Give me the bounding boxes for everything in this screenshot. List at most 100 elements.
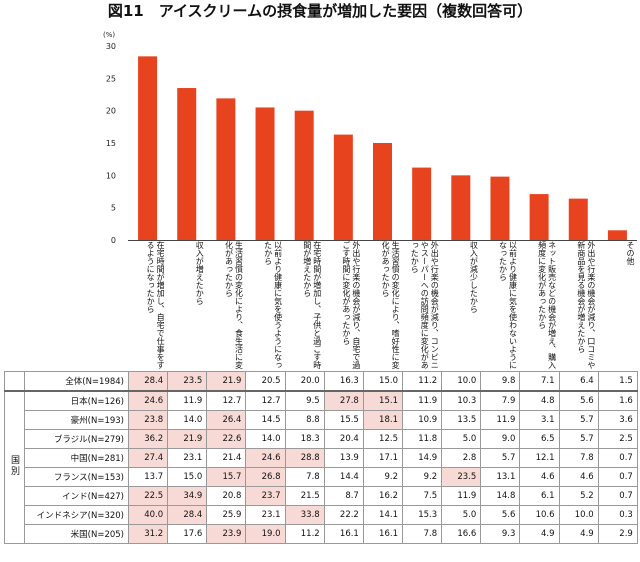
table-cell: 7.8: [284, 467, 325, 487]
table-cell: 7.8: [401, 524, 443, 544]
table-cell: 3.6: [597, 410, 638, 430]
table-cell: 9.2: [401, 467, 443, 487]
bar: [177, 88, 197, 241]
table-cell: 4.9: [519, 524, 560, 544]
table-cell: 28.4: [167, 505, 208, 525]
bar: [373, 143, 392, 240]
table-cell: 16.1: [323, 524, 364, 544]
data-table: 全体(N=1984) 28.4 23.5 21.9 20.5 20.0 16.3 15.0 11…: [4, 371, 638, 544]
group-label-cell: 国別: [4, 390, 25, 544]
category-label: ネット販売などの機会が増え、購入頻度に変化があったから: [537, 241, 557, 369]
table-cell: 26.4: [206, 410, 247, 430]
table-cell: 5.0: [441, 505, 482, 525]
table-cell: 9.2: [362, 467, 403, 487]
y-tick-label: 20: [106, 107, 116, 116]
table-cell: 15.1: [362, 390, 403, 411]
table-cell: 20.0: [284, 371, 325, 392]
table-cell: 16.6: [441, 524, 482, 544]
y-tick-label: 0: [111, 236, 116, 245]
table-cell: 0.3: [597, 505, 638, 525]
bar: [607, 230, 627, 240]
table-row: フランス(N=153) 13.7 15.0 15.7 26.8 7.8 14.4 9.2 9.2…: [5, 467, 638, 487]
table-cell: 15.7: [206, 467, 247, 487]
table-cell: 18.3: [284, 429, 325, 449]
table-cell: 20.5: [245, 371, 286, 392]
table-cell: 3.1: [519, 410, 560, 430]
table-cell: 34.9: [167, 486, 208, 506]
table-cell: 11.2: [284, 524, 325, 544]
table-cell: 5.7: [480, 448, 521, 468]
table-cell: 17.1: [362, 448, 403, 468]
table-cell: 7.5: [401, 486, 443, 506]
table-cell: 28.8: [284, 448, 325, 468]
table-cell: 13.7: [127, 467, 169, 487]
y-axis-unit: (%): [103, 31, 115, 39]
row-label: 日本(N=126): [24, 390, 129, 411]
row-label: 豪州(N=193): [24, 410, 129, 430]
y-tick-label: 15: [106, 139, 116, 148]
table-cell: 14.4: [323, 467, 364, 487]
table-cell: 31.2: [127, 524, 169, 544]
table-cell: 11.9: [401, 390, 443, 411]
category-label: その他: [625, 241, 635, 265]
table-cell: 14.0: [167, 410, 208, 430]
bar: [255, 107, 275, 240]
table-cell: 7.8: [558, 448, 599, 468]
table-cell: 2.9: [597, 524, 638, 544]
y-tick-label: 25: [106, 74, 116, 83]
table-cell: 11.9: [167, 390, 208, 411]
category-label: 収入が減少したから: [469, 241, 479, 313]
table-cell: 7.1: [519, 371, 560, 392]
table-cell: 12.5: [362, 429, 403, 449]
row-label: 全体(N=1984): [24, 371, 129, 392]
table-cell: 13.1: [480, 467, 521, 487]
bar: [529, 194, 549, 240]
table-cell: 10.0: [441, 371, 482, 392]
table-cell: 13.9: [323, 448, 364, 468]
row-label: インドネシア(N=320): [24, 505, 129, 525]
table-cell: 18.1: [362, 410, 403, 430]
table-cell: 20.4: [323, 429, 364, 449]
table-cell: 4.8: [519, 390, 560, 411]
row-label: フランス(N=153): [24, 467, 129, 487]
table-cell: 23.7: [245, 486, 286, 506]
table-cell: 12.7: [206, 390, 247, 411]
table-cell: 33.8: [284, 505, 325, 525]
bar-series: [138, 56, 627, 241]
table-cell: 10.9: [401, 410, 443, 430]
table-cell: 15.0: [362, 371, 403, 392]
table-cell: 4.6: [558, 467, 599, 487]
table-cell: 9.3: [480, 524, 521, 544]
table-cell: 5.0: [441, 429, 482, 449]
table-cell: 7.9: [480, 390, 521, 411]
bar: [412, 167, 432, 240]
table-cell: 23.8: [127, 410, 169, 430]
table-cell: 28.4: [127, 371, 169, 392]
table-cell: 21.5: [284, 486, 325, 506]
table-cell: 11.9: [441, 486, 482, 506]
bar: [490, 176, 510, 240]
table-cell: 24.6: [245, 448, 286, 468]
category-label: 以前より健康に気を使うようになったから: [263, 241, 283, 369]
table-cell: 27.4: [127, 448, 169, 468]
category-label: 生活習慣の変化により、嗜好性に変化があったから: [381, 241, 401, 369]
y-axis: (%) 0 5 10 15 20 25 30: [103, 31, 637, 245]
table-cell: 22.5: [127, 486, 169, 506]
table-cell: 14.9: [401, 448, 443, 468]
table-row: 米国(N=205) 31.2 17.6 23.9 19.0 11.2 16.1 16.1 7.8…: [5, 524, 638, 544]
table-cell: 23.5: [167, 371, 208, 392]
table-cell: 10.3: [441, 390, 482, 411]
table-cell: 5.6: [558, 390, 599, 411]
table-cell: 12.1: [519, 448, 560, 468]
table-cell: 20.8: [206, 486, 247, 506]
table-cell: 40.0: [127, 505, 169, 525]
y-tick-label: 10: [106, 171, 116, 180]
table-cell: 21.4: [206, 448, 247, 468]
table-cell: 14.5: [245, 410, 286, 430]
table-row: 国別 日本(N=126) 24.6 11.9 12.7 12.7 9.5 27.8 15.1 11…: [4, 390, 638, 544]
table-cell: 21.9: [167, 429, 208, 449]
category-label: 在宅時間が増加し、自宅で仕事をするようになったから: [146, 241, 166, 369]
category-label: 外出や行楽の機会が減り、口コミや新商品を見る機会が増えたから: [576, 241, 596, 369]
table-cell: 6.1: [519, 486, 560, 506]
table-cell: 23.5: [441, 467, 482, 487]
